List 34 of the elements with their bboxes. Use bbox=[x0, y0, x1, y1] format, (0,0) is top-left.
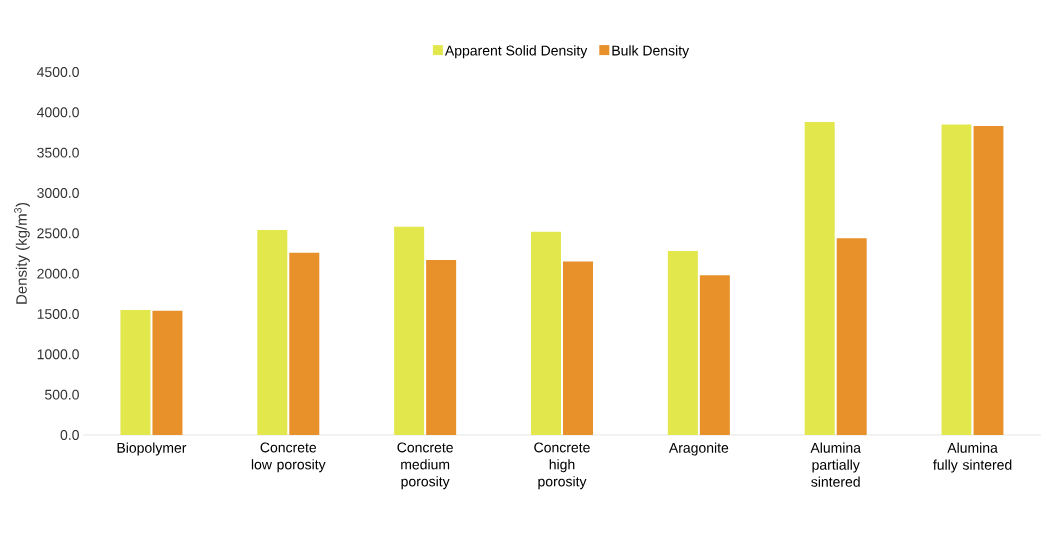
y-tick-label: 2000.0 bbox=[37, 268, 79, 279]
bar bbox=[426, 259, 457, 435]
x-tick-label: Biopolymer bbox=[117, 442, 187, 456]
y-tick-label: 2500.0 bbox=[37, 228, 79, 239]
y-tick-label: 500.0 bbox=[45, 389, 79, 400]
bar bbox=[152, 310, 183, 435]
y-tick-label: 4500.0 bbox=[36, 67, 79, 77]
x-tick-label: Concrete medium porosity bbox=[397, 442, 453, 490]
x-tick-label: Concrete low porosity bbox=[251, 442, 326, 473]
y-tick-label: 0.0 bbox=[60, 430, 79, 440]
bar bbox=[941, 124, 972, 435]
legend-label: Apparent Solid Density bbox=[444, 45, 588, 59]
bar bbox=[667, 251, 698, 435]
legend-label: Bulk Density bbox=[612, 45, 690, 59]
bar bbox=[289, 252, 320, 435]
bar bbox=[531, 231, 561, 435]
y-tick-label: 1500.0 bbox=[37, 309, 79, 319]
x-tick-label: Aragonite bbox=[668, 442, 729, 456]
bar bbox=[836, 238, 867, 435]
y-axis-title: Density (kg/m$^{3}$) bbox=[14, 202, 30, 304]
y-tick-label: 4000.0 bbox=[36, 107, 79, 118]
x-tick-label: Concrete high porosity bbox=[534, 442, 590, 490]
y-tick-label: 1000.0 bbox=[37, 349, 79, 360]
bar bbox=[394, 226, 425, 435]
x-tick-label: Alumina partially sintered bbox=[810, 442, 861, 487]
y-tick-label: 3500.0 bbox=[37, 147, 79, 158]
bar bbox=[120, 309, 151, 435]
y-tick-label: 3000.0 bbox=[37, 188, 79, 198]
bar bbox=[257, 230, 288, 435]
bar bbox=[804, 122, 835, 435]
bar bbox=[973, 126, 1004, 435]
x-tick-label: Alumina fully sintered bbox=[933, 442, 1012, 473]
bar bbox=[563, 261, 593, 435]
bar bbox=[699, 275, 730, 435]
